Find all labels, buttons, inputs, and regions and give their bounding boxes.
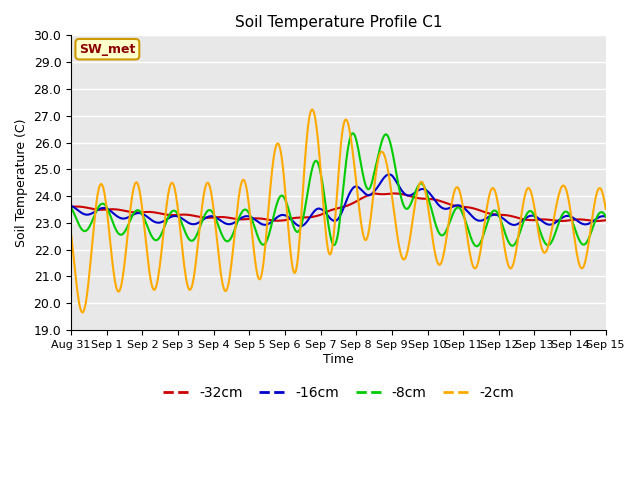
Y-axis label: Soil Temperature (C): Soil Temperature (C) <box>15 119 28 247</box>
X-axis label: Time: Time <box>323 352 354 366</box>
Legend: -32cm, -16cm, -8cm, -2cm: -32cm, -16cm, -8cm, -2cm <box>157 381 520 406</box>
Title: Soil Temperature Profile C1: Soil Temperature Profile C1 <box>235 15 442 30</box>
Text: SW_met: SW_met <box>79 43 136 56</box>
